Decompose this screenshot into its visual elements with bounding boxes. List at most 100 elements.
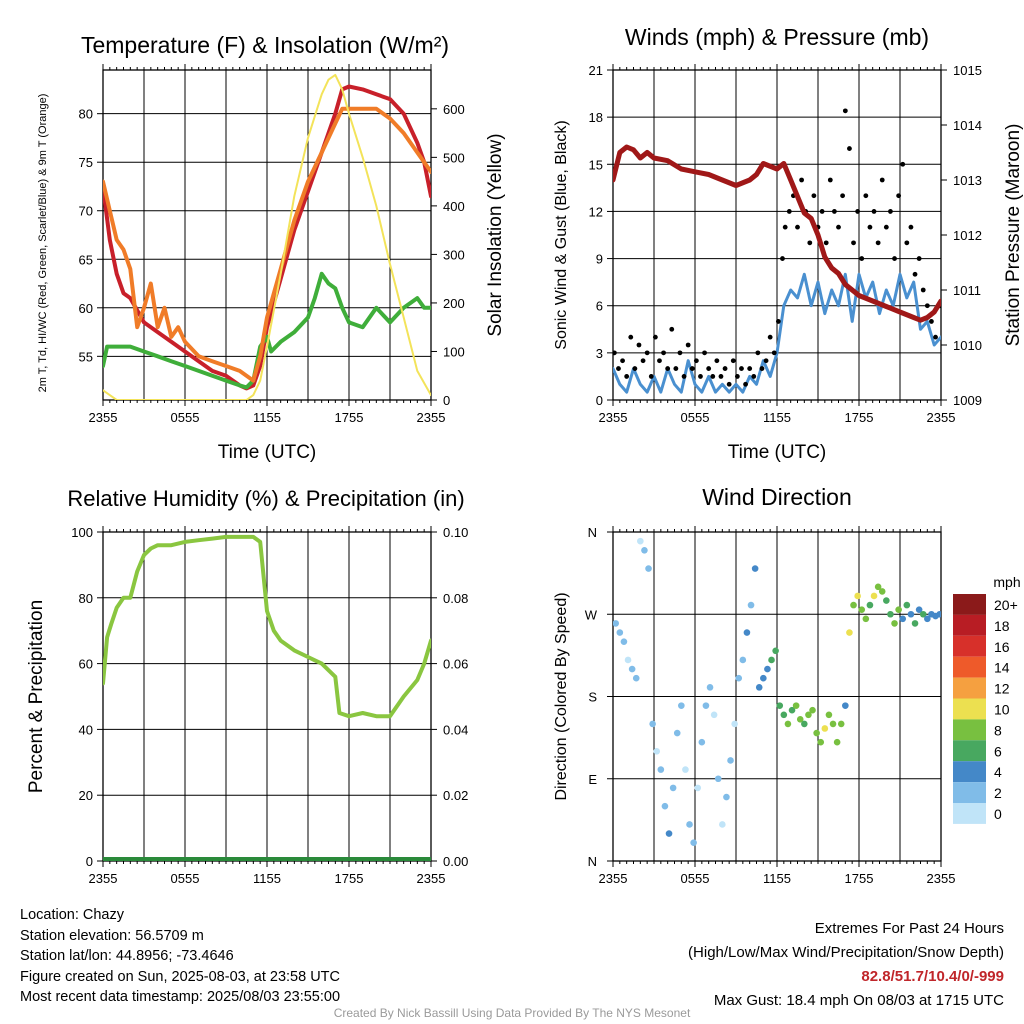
gust-point xyxy=(669,326,675,332)
gust-point xyxy=(827,177,833,183)
y2-tick-label: 0.04 xyxy=(443,722,468,737)
gust-point xyxy=(657,358,662,364)
x-tick-label: 0555 xyxy=(681,871,710,886)
direction-point xyxy=(805,711,812,719)
legend-swatch xyxy=(953,761,986,783)
gust-point xyxy=(685,342,691,348)
direction-point xyxy=(842,702,849,709)
y-tick-label: 21 xyxy=(589,63,603,78)
y-axis-label: 2m T, Td, HI/WC (Red, Green, Scarlet/Blu… xyxy=(37,94,49,393)
station-latlon: Station lat/lon: 44.8956; -73.4646 xyxy=(20,948,234,964)
direction-point xyxy=(780,711,788,719)
direction-point xyxy=(837,720,845,728)
direction-point xyxy=(669,784,677,792)
y-axis-label: Percent & Precipitation xyxy=(26,600,47,793)
x-tick-label: 2355 xyxy=(89,410,118,425)
direction-point xyxy=(915,606,923,613)
gust-point xyxy=(900,161,906,167)
direction-point xyxy=(760,674,767,682)
direction-point xyxy=(821,725,829,732)
direction-point xyxy=(862,615,870,623)
direction-point xyxy=(637,537,644,545)
gust-point xyxy=(726,381,732,387)
y-tick-label: N xyxy=(588,854,597,869)
direction-point xyxy=(755,684,763,691)
legend-title: mph xyxy=(993,574,1020,590)
gust-point xyxy=(751,374,757,379)
humidity-chart: Relative Humidity (%) & Precipitation (i… xyxy=(26,486,468,886)
gust-point xyxy=(763,358,769,364)
gust-point xyxy=(795,224,800,230)
direction-point xyxy=(878,588,886,595)
gust-point xyxy=(628,334,634,340)
x-tick-label: 2355 xyxy=(417,871,446,886)
y2-tick-label: 300 xyxy=(443,247,465,262)
gust-point xyxy=(689,366,695,371)
gust-point xyxy=(714,358,720,364)
gust-point xyxy=(786,209,792,214)
direction-point xyxy=(895,606,902,613)
gust-point xyxy=(722,366,728,371)
series-rh xyxy=(103,534,431,719)
y-tick-label: 80 xyxy=(79,107,93,122)
direction-point xyxy=(620,638,628,645)
gust-point xyxy=(693,358,699,364)
legend-swatch xyxy=(953,698,986,720)
x-axis-label: Time (UTC) xyxy=(728,442,827,463)
direction-point xyxy=(768,656,775,664)
gust-point xyxy=(832,209,837,214)
series-pressure xyxy=(613,144,941,323)
gust-point xyxy=(775,319,781,324)
gust-point xyxy=(819,209,825,214)
temperature-chart: Temperature (F) & Insolation (W/m²) 55 60 6… xyxy=(37,32,506,463)
direction-point xyxy=(723,793,730,801)
y-tick-label: 6 xyxy=(596,299,603,314)
gust-point xyxy=(632,366,638,371)
winds-lines xyxy=(613,108,941,394)
x-tick-label: 0555 xyxy=(681,410,710,425)
gust-point xyxy=(661,350,666,356)
y-tick-label: 65 xyxy=(79,252,93,267)
direction-point xyxy=(710,711,718,719)
gust-point xyxy=(883,224,889,230)
x-tick-label: 2355 xyxy=(599,871,628,886)
gust-point xyxy=(743,381,748,387)
x-tick-label: 2355 xyxy=(417,410,446,425)
figure-created: Figure created on Sun, 2025-08-03, at 23… xyxy=(20,968,340,985)
direction-point xyxy=(825,711,833,719)
direction-point xyxy=(846,629,853,636)
legend-swatch xyxy=(953,656,986,678)
y2-tick-label: 1015 xyxy=(953,63,982,78)
direction-point xyxy=(899,615,907,623)
gust-point xyxy=(677,350,683,356)
legend-label: 14 xyxy=(994,660,1010,676)
gust-point xyxy=(665,366,671,371)
gust-point xyxy=(892,256,897,261)
direction-point xyxy=(924,615,931,623)
direction-point xyxy=(813,729,820,737)
direction-point xyxy=(907,610,915,618)
y-tick-label: 75 xyxy=(79,155,93,170)
station-info: Location: Chazy Station elevation: 56.57… xyxy=(20,905,340,1008)
direction-point xyxy=(743,629,751,636)
legend-label: 8 xyxy=(994,722,1002,738)
legend-swatch xyxy=(953,740,986,762)
x-tick-label: 1155 xyxy=(253,871,281,886)
gust-point xyxy=(616,366,621,371)
y2-tick-label: 600 xyxy=(443,102,465,117)
gust-point xyxy=(755,350,761,356)
y2-tick-label: 100 xyxy=(443,344,465,359)
y2-axis-label: Station Pressure (Maroon) xyxy=(1003,124,1024,347)
legend-swatch xyxy=(953,594,986,615)
direction-point xyxy=(682,766,689,773)
legend-swatch xyxy=(953,635,986,657)
y-tick-label: 15 xyxy=(589,157,603,172)
y-tick-label: 60 xyxy=(79,657,93,672)
y-tick-label: 18 xyxy=(589,110,603,125)
gust-point xyxy=(640,358,646,364)
gust-point xyxy=(799,177,804,183)
gust-point xyxy=(613,350,617,356)
gust-point xyxy=(747,366,753,371)
direction-point xyxy=(665,830,673,837)
